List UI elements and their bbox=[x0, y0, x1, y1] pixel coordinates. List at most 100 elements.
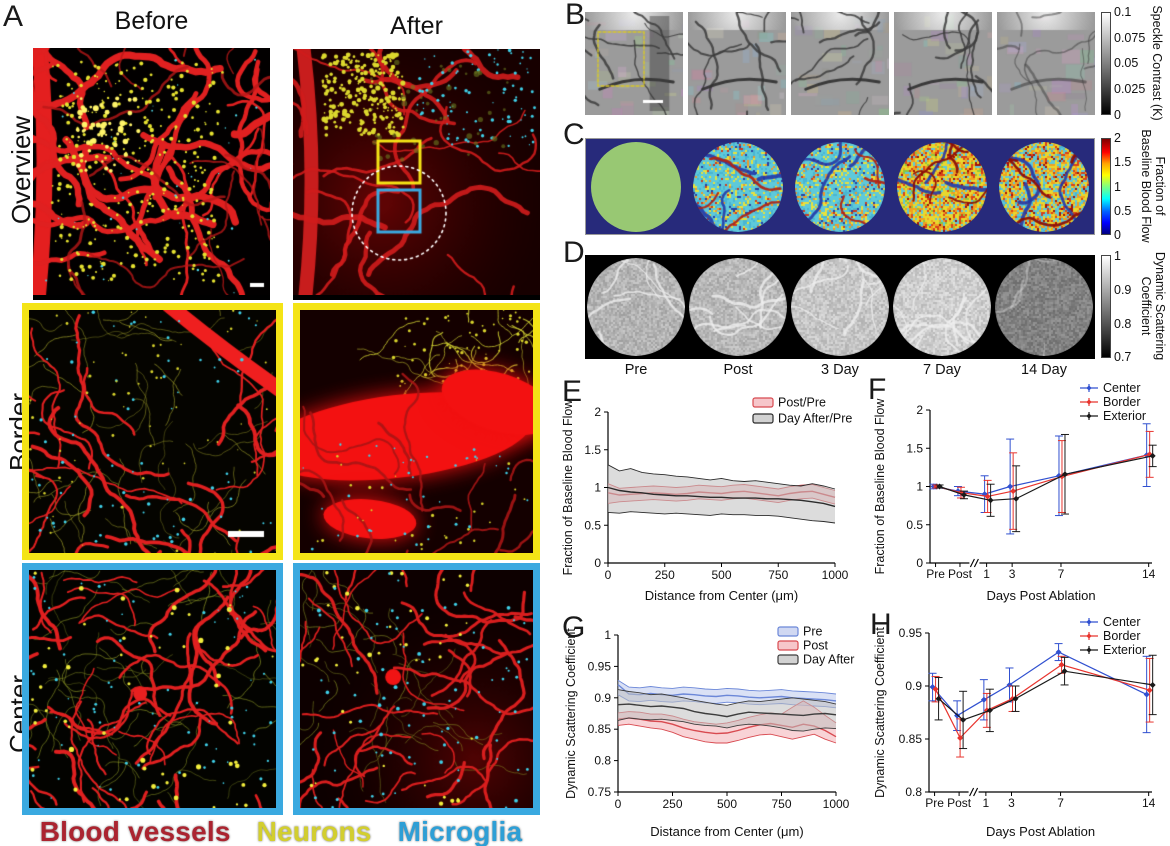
legend-label-Exterior: Exterior bbox=[1103, 409, 1146, 423]
speckle-image-3 bbox=[791, 12, 889, 115]
y-axis-label: Fraction of Baseline Blood Flow bbox=[561, 399, 575, 576]
x-tick-label: Post bbox=[947, 796, 972, 810]
flow-map-14day bbox=[999, 142, 1089, 232]
scattering-colorbar-title: Dynamic Scattering Coefficient bbox=[1139, 252, 1167, 360]
mean-line-Day After/Pre bbox=[607, 486, 836, 508]
speckle-colorbar bbox=[1101, 12, 1111, 115]
y-tick-label: 1.5 bbox=[906, 441, 923, 455]
speckle-cbar-tick: 0.025 bbox=[1114, 81, 1146, 96]
y-tick-label: 0 bbox=[594, 556, 601, 570]
panel-label-a: A bbox=[3, 0, 24, 33]
panel-label-g: G bbox=[562, 611, 586, 644]
y-tick-label: 1 bbox=[594, 481, 601, 495]
x-tick-label: 1000 bbox=[822, 568, 849, 582]
panel-label-c: C bbox=[563, 118, 585, 151]
panel-label-e: E bbox=[562, 375, 583, 408]
legend-label-Center: Center bbox=[1103, 381, 1141, 395]
x-tick-label: 7 bbox=[1057, 796, 1064, 810]
time-label-pre: Pre bbox=[624, 362, 648, 378]
legend-neurons: Neurons bbox=[256, 816, 372, 846]
legend-label-Post: Post bbox=[803, 639, 829, 653]
y-tick-label: 0.8 bbox=[594, 754, 611, 768]
time-label-14day: 14 Day bbox=[1021, 362, 1067, 378]
x-axis-label: Days Post Ablation bbox=[986, 824, 1095, 839]
x-tick-label: 250 bbox=[662, 797, 682, 811]
y-tick-label: 0.9 bbox=[905, 679, 922, 693]
time-label-3day: 3 Day bbox=[821, 362, 859, 378]
x-tick-label: 14 bbox=[1142, 567, 1156, 581]
speckle-image-1 bbox=[585, 12, 683, 115]
x-tick-label: 3 bbox=[1009, 567, 1016, 581]
y-axis-label: Dynamic Scattering Coefficient bbox=[873, 627, 887, 798]
panel-label-f: F bbox=[868, 373, 887, 406]
legend-label-Center: Center bbox=[1103, 615, 1141, 629]
series-line-Exterior bbox=[938, 670, 1153, 721]
speckle-image-4 bbox=[894, 12, 992, 115]
blood-flow-map-strip bbox=[585, 138, 1095, 235]
x-axis-label: Distance from Center (μm) bbox=[645, 588, 798, 603]
micrograph-center-after bbox=[293, 563, 540, 815]
legend-label-Border: Border bbox=[1103, 629, 1141, 643]
speckle-colorbar-title: Speckle Contrast (K) bbox=[1150, 5, 1164, 121]
scattering-colorbar-title-line1: Dynamic Scattering bbox=[1153, 251, 1167, 361]
flow-cbar-tick: 2 bbox=[1114, 130, 1121, 145]
chart-svg-F: 0 0.5 1 1.5 2 Pre Post 1 3 7 14 Days Post Ablation F… bbox=[873, 381, 1157, 603]
y-tick-label: 2 bbox=[594, 405, 601, 419]
flow-map-pre bbox=[591, 142, 681, 232]
y-tick-label: 1 bbox=[604, 628, 611, 642]
y-tick-label: 0.85 bbox=[899, 732, 923, 746]
x-tick-label: Pre bbox=[925, 796, 944, 810]
x-tick-label: 14 bbox=[1142, 796, 1156, 810]
scatter-cbar-tick: 0.7 bbox=[1114, 349, 1132, 364]
x-tick-label: Post bbox=[948, 567, 973, 581]
x-tick-label: 750 bbox=[768, 568, 788, 582]
chart-scattering-vs-distance: 0.75 0.8 0.85 0.9 0.95 1 0 250 500 750 1000 Distanc… bbox=[560, 615, 858, 846]
x-tick-label: 1 bbox=[983, 567, 990, 581]
micrograph-border-after bbox=[293, 303, 540, 560]
legend-label-Day After/Pre: Day After/Pre bbox=[778, 412, 852, 426]
y-tick-label: 0.85 bbox=[588, 722, 612, 736]
legend-label-Border: Border bbox=[1103, 395, 1141, 409]
x-tick-label: 3 bbox=[1008, 796, 1015, 810]
flow-map-post bbox=[693, 142, 783, 232]
band-Post bbox=[618, 700, 836, 743]
flow-colorbar-title-line2: Baseline Blood Flow bbox=[1139, 129, 1153, 243]
y-tick-label: 2 bbox=[916, 403, 923, 417]
y-tick-label: 1 bbox=[916, 480, 923, 494]
mean-line-Pre bbox=[617, 684, 837, 702]
x-tick-label: 1000 bbox=[823, 797, 850, 811]
series-line-Center bbox=[933, 454, 1147, 495]
micrograph-border-before bbox=[22, 303, 283, 560]
chart-svg-E: 0 0.5 1 1.5 2 0 250 500 750 1000 Distance from Cen… bbox=[561, 396, 852, 604]
x-tick-label: Pre bbox=[926, 567, 945, 581]
scatter-map-pre bbox=[587, 258, 685, 356]
y-tick-label: 1.5 bbox=[584, 443, 601, 457]
x-tick-label: 250 bbox=[655, 568, 675, 582]
panel-label-h: H bbox=[870, 608, 892, 641]
flow-map-7day bbox=[897, 142, 987, 232]
mean-line-Day After bbox=[617, 703, 837, 718]
chart-blood-flow-vs-distance: 0 0.5 1 1.5 2 0 250 500 750 1000 Distance from Cen… bbox=[560, 380, 858, 610]
scatter-map-7day bbox=[893, 258, 991, 356]
legend-label-Day After: Day After bbox=[803, 653, 854, 667]
chart-svg-H: 0.8 0.85 0.9 0.95 Pre Post 1 3 7 14 Days Post Abla… bbox=[873, 615, 1157, 839]
column-header-after: After bbox=[390, 12, 443, 40]
y-tick-label: 0.5 bbox=[906, 518, 923, 532]
band-Day After/Pre bbox=[608, 464, 835, 523]
scatter-map-post bbox=[689, 258, 787, 356]
speckle-cbar-tick: 0.05 bbox=[1114, 55, 1139, 70]
speckle-cbar-tick: 0.1 bbox=[1114, 4, 1132, 19]
x-tick-label: 500 bbox=[711, 568, 731, 582]
x-tick-label: 0 bbox=[605, 568, 612, 582]
scatter-map-14day bbox=[995, 258, 1093, 356]
scatter-map-3day bbox=[791, 258, 889, 356]
row-label-overview: Overview bbox=[6, 115, 36, 225]
legend-blood-vessels: Blood vessels bbox=[39, 816, 231, 846]
y-tick-label: 0.5 bbox=[584, 518, 601, 532]
stain-legend: Blood vessels Neurons Microglia bbox=[22, 816, 540, 846]
y-axis-label: Fraction of Baseline Blood Flow bbox=[873, 398, 887, 575]
chart-scattering-vs-days: 0.8 0.85 0.9 0.95 Pre Post 1 3 7 14 Days Post Abla… bbox=[868, 613, 1170, 846]
x-tick-label: 500 bbox=[717, 797, 737, 811]
legend-microglia: Microglia bbox=[397, 816, 523, 846]
